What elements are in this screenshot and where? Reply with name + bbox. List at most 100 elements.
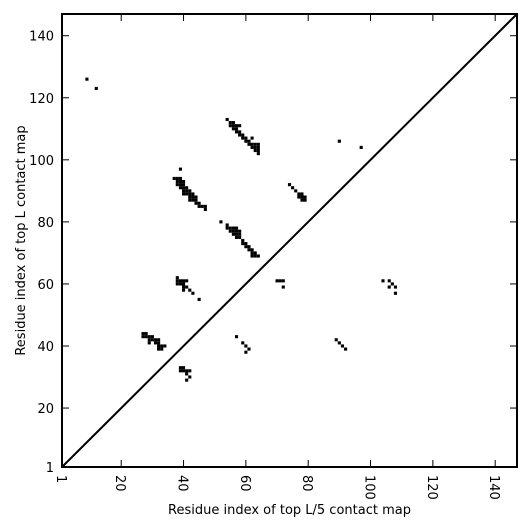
contact-point: [219, 220, 223, 224]
contact-point: [244, 242, 248, 246]
contact-point: [225, 223, 229, 227]
contact-point: [256, 152, 260, 156]
contact-point: [278, 279, 282, 283]
y-tick-label: 100: [29, 154, 54, 169]
contact-point: [287, 183, 292, 187]
y-tick-label: 80: [37, 216, 54, 231]
contact-point: [181, 366, 186, 370]
contact-point: [225, 117, 229, 122]
x-tick-label: 20: [112, 475, 127, 492]
contact-point: [188, 192, 192, 196]
contact-point: [197, 297, 201, 301]
contact-point: [253, 254, 257, 258]
contact-point: [150, 335, 154, 339]
contact-point: [188, 198, 192, 202]
contact-point: [178, 186, 182, 190]
contact-point: [256, 145, 260, 149]
contact-point: [334, 338, 338, 342]
contact-point: [203, 204, 207, 208]
contact-point: [191, 192, 195, 196]
contact-point: [234, 127, 239, 131]
contact-point: [178, 183, 182, 187]
contact-point: [194, 201, 198, 205]
contact-point: [181, 279, 186, 283]
contact-point: [194, 198, 198, 202]
contact-point: [244, 245, 248, 249]
y-tick-label: 120: [29, 92, 54, 107]
contact-point: [247, 142, 251, 146]
contact-point: [300, 192, 304, 196]
contact-point: [178, 366, 182, 370]
contact-point: [144, 332, 148, 336]
contact-point: [253, 142, 257, 146]
contact-point: [300, 198, 304, 202]
contact-point: [256, 142, 260, 146]
contact-point: [153, 338, 158, 342]
contact-point: [185, 189, 189, 193]
contact-point: [144, 335, 148, 339]
contact-point: [231, 121, 235, 125]
y-tick-label: 20: [37, 402, 54, 417]
contact-point: [303, 195, 307, 199]
contact-point: [238, 124, 242, 128]
contact-point: [241, 133, 245, 137]
x-tick-label: 120: [424, 475, 439, 500]
contact-point: [359, 145, 363, 149]
contact-point: [160, 347, 164, 351]
contact-point: [238, 235, 242, 239]
contact-point: [247, 248, 251, 252]
contact-point: [250, 136, 254, 140]
x-tick-label: 60: [237, 475, 252, 492]
contact-point: [244, 136, 248, 140]
contact-point: [244, 350, 248, 354]
contact-point: [234, 124, 239, 128]
contact-point: [238, 232, 242, 236]
contact-point: [247, 245, 251, 249]
contact-point: [157, 344, 161, 348]
contact-point: [147, 335, 151, 339]
contact-point: [234, 232, 239, 236]
contact-point: [238, 229, 242, 233]
contact-point: [250, 251, 254, 255]
contact-point: [153, 341, 158, 345]
contact-point: [188, 369, 192, 373]
contact-point: [85, 77, 89, 81]
points-layer: [85, 77, 398, 382]
contact-point: [234, 130, 239, 134]
contact-point: [294, 189, 298, 193]
contact-point: [181, 282, 186, 286]
contact-point: [241, 242, 245, 246]
y-axis-label: Residue index of top L contact map: [14, 125, 29, 355]
contact-point: [281, 279, 285, 283]
contact-point: [194, 195, 198, 199]
contact-point: [147, 338, 151, 342]
contact-point: [160, 344, 164, 348]
contact-point: [191, 195, 195, 199]
x-tick-label: 1: [53, 475, 68, 483]
contact-point: [185, 192, 189, 196]
x-tick-label: 40: [175, 475, 190, 492]
contact-point: [297, 192, 301, 196]
contact-point: [337, 341, 341, 345]
contact-point: [188, 189, 192, 193]
contact-point: [191, 198, 195, 202]
contact-point: [340, 344, 345, 348]
contact-point: [228, 121, 232, 125]
contact-point: [188, 375, 192, 379]
contact-point: [94, 86, 98, 91]
contact-point: [163, 344, 167, 348]
contact-point: [178, 279, 182, 283]
contact-point: [234, 226, 239, 230]
y-tick-label: 40: [37, 340, 54, 355]
contact-point: [231, 226, 235, 230]
contact-point: [241, 341, 245, 345]
x-axis-label: Residue index of top L/5 contact map: [168, 503, 411, 518]
contact-point: [231, 124, 235, 128]
contact-point: [181, 285, 186, 289]
contact-point: [200, 204, 204, 208]
contact-point: [185, 186, 189, 190]
contact-point: [178, 180, 182, 184]
contact-point: [181, 183, 186, 187]
contact-point: [185, 369, 189, 373]
